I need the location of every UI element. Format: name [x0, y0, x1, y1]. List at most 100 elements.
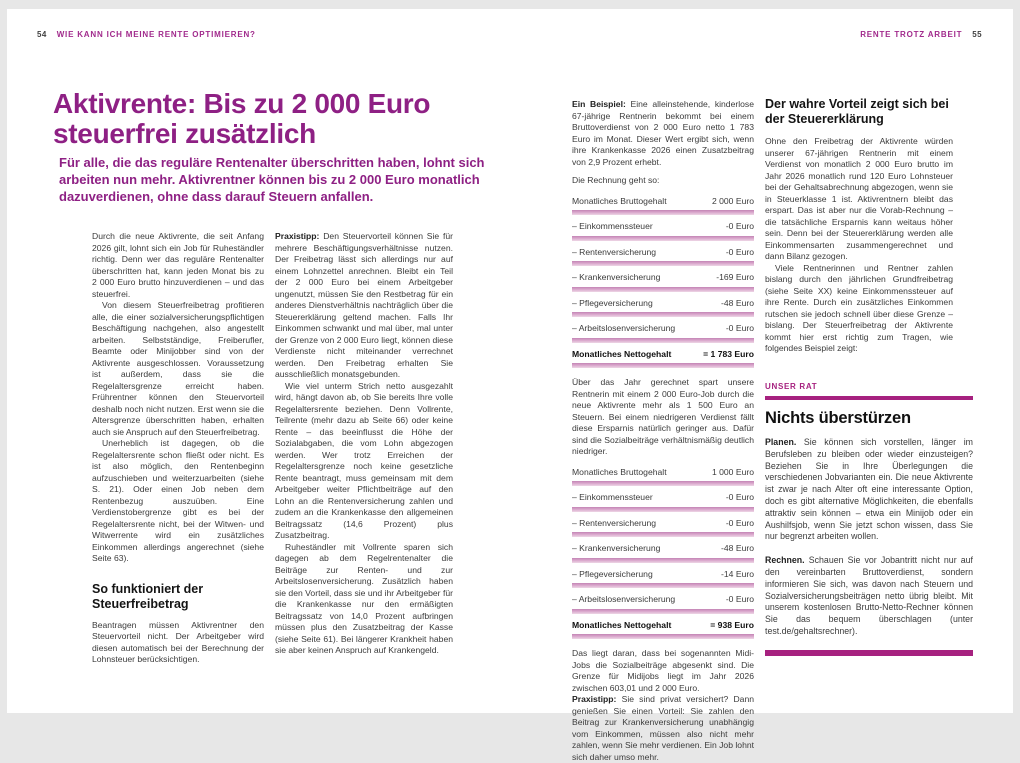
paragraph: Ohne den Freibetrag der Aktivrente würde… [765, 136, 953, 261]
calculation-intro: Die Rechnung geht so: [572, 175, 660, 185]
table-divider [572, 363, 754, 368]
row-value: -0 Euro [725, 221, 754, 231]
paragraph: Ein Beispiel: Eine alleinstehende, kinde… [572, 99, 754, 168]
row-label: – Rentenversicherung [572, 517, 657, 528]
running-head-right: RENTE TROTZ ARBEIT 55 [860, 30, 982, 39]
magazine-spread: 54 WIE KANN ICH MEINE RENTE OPTIMIEREN? R… [7, 9, 1013, 762]
row-value: 1 000 Euro [711, 466, 754, 477]
table-row: – Arbeitslosenversicherung -0 Euro [572, 592, 754, 607]
row-label: – Pflegeversicherung [572, 568, 653, 579]
running-head-left-title: WIE KANN ICH MEINE RENTE OPTIMIEREN? [56, 30, 256, 39]
row-value: -0 Euro [725, 323, 754, 333]
table-divider [572, 481, 754, 486]
paragraph-text: Schauen Sie vor Jobantritt nicht nur auf… [765, 555, 973, 636]
article-title: Aktivrente: Bis zu 2 000 Euro steuerfrei… [53, 88, 431, 149]
table-row: – Einkommenssteuer -0 Euro [572, 219, 754, 234]
table-row: – Krankenversicherung -169 Euro [572, 270, 754, 285]
paragraph: Durch die neue Aktivrente, die seit Anfa… [92, 231, 264, 299]
row-value: -0 Euro [725, 492, 754, 502]
table-row: – Pflegeversicherung -14 Euro [572, 567, 754, 582]
table-row: – Rentenversicherung -0 Euro [572, 516, 754, 531]
salary-table-1000: Monatliches Bruttogehalt 1 000 Euro – Ein… [572, 465, 754, 639]
paragraph: Praxistipp: Den Steuervorteil können Sie… [275, 231, 453, 381]
paragraph-lead: Planen. [765, 437, 797, 447]
paragraph-text: Den Steuervorteil können Sie für mehrere… [275, 231, 454, 379]
page-number-left: 54 [37, 30, 47, 39]
paragraph: Rechnen. Schauen Sie vor Jobantritt nich… [765, 555, 973, 638]
paragraph-text: Sie können sich vorstellen, länger im Be… [765, 437, 973, 542]
row-value: 2 000 Euro [711, 195, 754, 206]
article-standfirst: Für alle, die das reguläre Rentenalter ü… [59, 155, 485, 205]
section-heading: Der wahre Vorteil zeigt sich bei der Ste… [765, 97, 949, 126]
table-divider [572, 235, 754, 241]
row-value: -0 Euro [725, 594, 754, 604]
paragraph: Wie viel unterm Strich netto ausgezahlt … [275, 380, 453, 541]
body-column-2: Praxistipp: Den Steuervorteil können Sie… [275, 231, 453, 657]
table-divider [572, 337, 754, 343]
row-label: – Arbeitslosenversicherung [572, 594, 676, 604]
paragraph: Viele Rentnerinnen und Rentner zahlen bi… [765, 262, 953, 354]
running-head-right-title: RENTE TROTZ ARBEIT [860, 30, 963, 39]
row-label: – Arbeitslosenversicherung [572, 323, 676, 333]
paragraph-lead: Ein Beispiel: [572, 99, 626, 109]
paragraph-lead: Praxistipp: [572, 694, 617, 704]
table-row: – Krankenversicherung -48 Euro [572, 541, 754, 556]
row-value: -48 Euro [721, 297, 754, 308]
table-divider [572, 261, 754, 266]
table-divider [572, 583, 754, 588]
advice-kicker: UNSER RAT [765, 381, 818, 391]
running-head-left: 54 WIE KANN ICH MEINE RENTE OPTIMIEREN? [37, 30, 256, 39]
table-divider [572, 532, 754, 537]
paragraph: Praxistipp: Sie sind privat versichert? … [572, 694, 754, 763]
table-divider [572, 634, 754, 639]
table-divider [572, 312, 754, 317]
paragraph-lead: Praxistipp: [275, 231, 320, 241]
advice-rule-top [765, 396, 973, 400]
row-value: -169 Euro [716, 272, 754, 282]
table-divider [572, 506, 754, 512]
table-divider [572, 286, 754, 292]
advice-box: UNSER RAT Nichts überstürzen Planen. Sie… [765, 381, 973, 656]
table-total-row: Monatliches Nettogehalt = 1 783 Euro [572, 347, 754, 362]
row-label: – Pflegeversicherung [572, 297, 653, 308]
table-divider [572, 608, 754, 614]
table-row: Monatliches Bruttogehalt 2 000 Euro [572, 194, 754, 209]
body-column-3: Ein Beispiel: Eine alleinstehende, kinde… [572, 99, 754, 763]
paragraph-text: Sie sind privat versichert? Dann genieße… [572, 694, 755, 762]
table-divider [572, 210, 754, 215]
table-row: Monatliches Bruttogehalt 1 000 Euro [572, 465, 754, 480]
table-row: – Rentenversicherung -0 Euro [572, 245, 754, 260]
row-label: – Krankenversicherung [572, 272, 661, 282]
paragraph: Unerheblich ist dagegen, ob die Regelalt… [92, 438, 264, 563]
row-label: – Einkommenssteuer [572, 492, 653, 502]
table-row: – Einkommenssteuer -0 Euro [572, 490, 754, 505]
row-value: = 938 Euro [710, 619, 754, 630]
section-heading: So funktioniert der Steuerfreibetrag [92, 581, 204, 611]
row-label: – Rentenversicherung [572, 246, 657, 257]
table-row: – Pflegeversicherung -48 Euro [572, 296, 754, 311]
row-label: – Einkommenssteuer [572, 221, 653, 231]
advice-rule-bottom [765, 649, 973, 656]
salary-table-2000: Monatliches Bruttogehalt 2 000 Euro – Ein… [572, 194, 754, 368]
row-value: -0 Euro [725, 517, 754, 528]
row-value: -0 Euro [725, 246, 754, 257]
row-value: -14 Euro [721, 568, 754, 579]
paragraph-lead: Rechnen. [765, 555, 805, 566]
page-number-right: 55 [972, 30, 982, 39]
paragraph: Beantragen müssen Aktivrentner den Steue… [92, 619, 264, 665]
paragraph: Das liegt daran, dass bei sogenannten Mi… [572, 648, 754, 693]
row-label: Monatliches Bruttogehalt [572, 466, 667, 477]
row-label: Monatliches Nettogehalt [572, 619, 672, 630]
body-column-4: Der wahre Vorteil zeigt sich bei der Ste… [765, 97, 973, 656]
table-total-row: Monatliches Nettogehalt = 938 Euro [572, 618, 754, 633]
row-value: = 1 783 Euro [703, 348, 754, 359]
table-divider [572, 557, 754, 563]
paragraph: Planen. Sie können sich vorstellen, läng… [765, 437, 973, 543]
row-value: -48 Euro [721, 543, 754, 553]
row-label: – Krankenversicherung [572, 543, 661, 553]
advice-heading: Nichts überstürzen [765, 408, 911, 427]
body-column-1: Durch die neue Aktivrente, die seit Anfa… [92, 231, 264, 666]
row-label: Monatliches Nettogehalt [572, 348, 672, 359]
paragraph: Von diesem Steuerfreibetrag profitieren … [92, 300, 264, 437]
row-label: Monatliches Bruttogehalt [572, 195, 667, 206]
